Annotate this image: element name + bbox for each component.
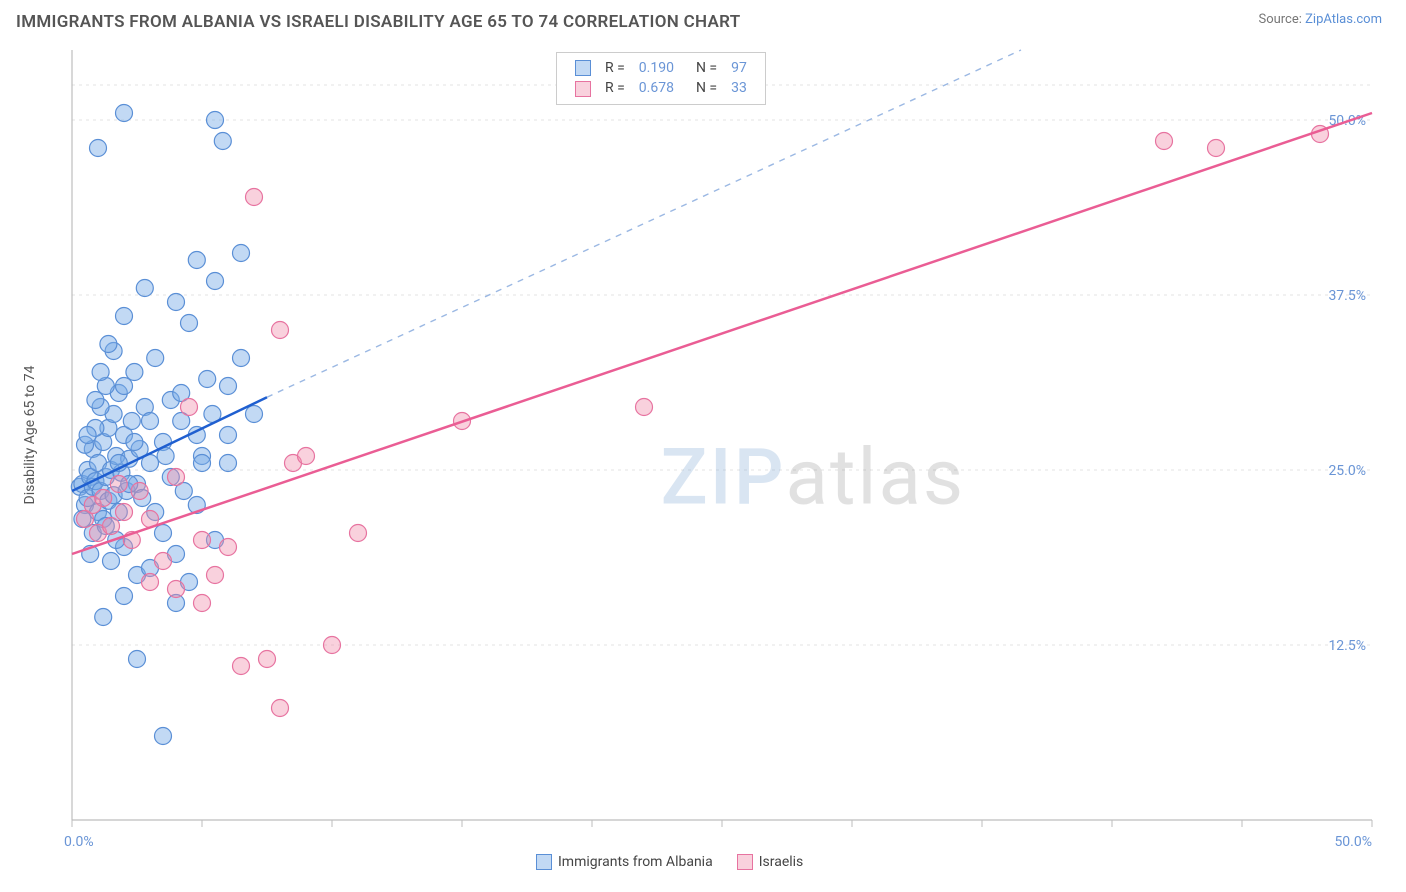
svg-text:50.0%: 50.0%: [1334, 834, 1372, 850]
source-line: Source: ZipAtlas.com: [1258, 12, 1382, 27]
svg-text:25.0%: 25.0%: [1328, 463, 1366, 479]
source-label: Source:: [1258, 12, 1305, 27]
legend-item: Immigrants from Albania: [536, 854, 713, 870]
svg-text:12.5%: 12.5%: [1328, 638, 1366, 654]
series-legend: Immigrants from Albania Israelis: [536, 854, 827, 874]
source-link[interactable]: ZipAtlas.com: [1305, 12, 1382, 27]
svg-text:37.5%: 37.5%: [1328, 288, 1366, 304]
svg-text:Disability Age 65 to 74: Disability Age 65 to 74: [22, 365, 38, 504]
chart-container: 12.5%25.0%37.5%50.0%0.0%50.0%Disability …: [16, 46, 1390, 876]
stats-legend: R =0.190N =97R =0.678N =33: [556, 52, 766, 105]
svg-text:0.0%: 0.0%: [64, 834, 94, 850]
legend-item: Israelis: [737, 854, 804, 870]
correlation-chart: 12.5%25.0%37.5%50.0%0.0%50.0%Disability …: [16, 46, 1390, 876]
page-title: IMMIGRANTS FROM ALBANIA VS ISRAELI DISAB…: [16, 12, 740, 32]
